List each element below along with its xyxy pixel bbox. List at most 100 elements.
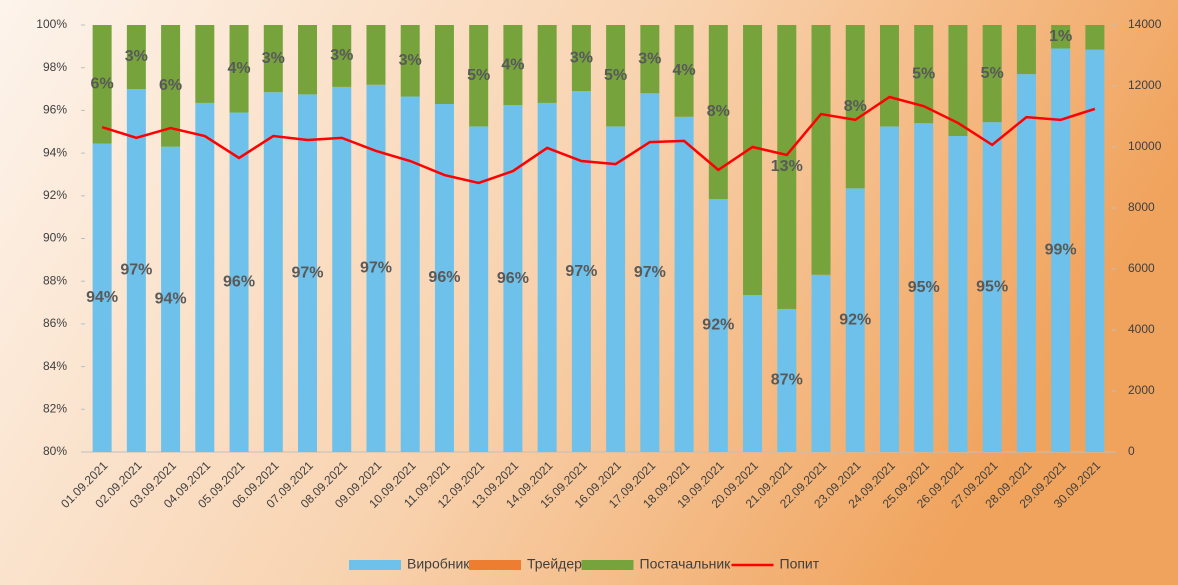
bar-segment xyxy=(982,122,1002,452)
bar-segment xyxy=(708,199,728,452)
value-label: 97% xyxy=(565,263,597,280)
bar-segment xyxy=(161,146,181,452)
value-label: 8% xyxy=(707,103,730,120)
y2-tick-label: 4000 xyxy=(1128,322,1155,336)
value-label: 92% xyxy=(839,311,871,328)
legend-label: Попит xyxy=(780,556,820,572)
y-tick-label: 96% xyxy=(43,103,67,117)
value-label: 4% xyxy=(501,56,524,73)
value-label: 4% xyxy=(673,62,696,79)
y-tick-label: 94% xyxy=(43,145,67,159)
bar-segment xyxy=(332,25,352,87)
value-label: 6% xyxy=(91,75,114,92)
bar-segment xyxy=(400,96,420,453)
bar-segment xyxy=(263,92,283,452)
bar-segment xyxy=(1051,48,1071,453)
bar-segment xyxy=(914,123,934,453)
y2-tick-label: 6000 xyxy=(1128,261,1155,275)
bar-segment xyxy=(229,25,249,113)
y-tick-label: 82% xyxy=(43,401,67,415)
bar-segment xyxy=(332,86,352,452)
bar-segment xyxy=(640,93,660,452)
bar-segment xyxy=(1085,25,1105,50)
legend-label: Виробник xyxy=(407,556,470,572)
line-series xyxy=(101,95,1096,185)
value-label: 92% xyxy=(702,317,734,334)
bar-segment xyxy=(982,25,1002,123)
bar-segment xyxy=(640,25,660,94)
y2-tick-label: 2000 xyxy=(1128,383,1155,397)
bar-segment xyxy=(674,116,694,453)
bar-segment xyxy=(606,25,626,127)
bar-segment xyxy=(777,25,797,309)
bar-segment xyxy=(674,25,694,117)
value-label: 3% xyxy=(330,47,353,64)
y-tick-label: 100% xyxy=(36,17,67,31)
bar-segment xyxy=(1016,25,1036,75)
bar-segment xyxy=(92,143,112,452)
bar-segment xyxy=(126,25,146,90)
bar-segment xyxy=(366,25,386,85)
bar-segment xyxy=(571,91,591,452)
bar-segment xyxy=(606,126,626,452)
bar-segment xyxy=(263,25,283,93)
bar-segment xyxy=(469,126,489,452)
value-label: 1% xyxy=(1049,28,1072,45)
value-label: 5% xyxy=(467,67,490,84)
value-label: 3% xyxy=(125,48,148,65)
bar-segment xyxy=(948,136,968,452)
value-label: 87% xyxy=(771,372,803,389)
y-tick-label: 84% xyxy=(43,359,67,373)
legend-swatch xyxy=(469,560,521,570)
legend-label: Постачальник xyxy=(640,556,732,572)
y-tick-label: 92% xyxy=(43,188,67,202)
bar-segment xyxy=(503,105,523,452)
value-label: 94% xyxy=(155,291,187,308)
bar-segment xyxy=(743,295,763,452)
y2-tick-label: 0 xyxy=(1128,444,1135,458)
y-tick-label: 80% xyxy=(43,444,67,458)
bar-segment xyxy=(1051,25,1071,49)
bar-segment xyxy=(571,25,591,92)
bar-segment xyxy=(161,25,181,147)
bar-segment xyxy=(126,89,146,453)
bar-segment xyxy=(434,103,454,453)
value-label: 3% xyxy=(262,50,285,67)
value-label: 5% xyxy=(912,65,935,82)
bar-segment xyxy=(811,25,831,275)
bar-segment xyxy=(743,25,763,296)
legend-swatch xyxy=(349,560,401,570)
bar-segment xyxy=(195,102,215,453)
y-tick-label: 86% xyxy=(43,316,67,330)
y-tick-label: 88% xyxy=(43,273,67,287)
bar-segment xyxy=(708,25,728,200)
value-label: 97% xyxy=(634,264,666,281)
y-tick-label: 98% xyxy=(43,60,67,74)
bar-segment xyxy=(503,25,523,106)
legend-label: Трейдер xyxy=(527,556,582,572)
bar-segment xyxy=(811,274,831,452)
bar-segment xyxy=(366,84,386,452)
value-label: 95% xyxy=(908,279,940,296)
value-label: 97% xyxy=(360,260,392,277)
value-label: 8% xyxy=(844,98,867,115)
value-label: 3% xyxy=(399,52,422,69)
bar-segment xyxy=(879,126,899,452)
value-label: 6% xyxy=(159,77,182,94)
bar-segment xyxy=(469,25,489,127)
bar-segment xyxy=(92,25,112,144)
y2-tick-label: 10000 xyxy=(1128,139,1162,153)
value-label: 3% xyxy=(570,49,593,66)
value-label: 94% xyxy=(86,289,118,306)
value-label: 96% xyxy=(428,269,460,286)
bar-segment xyxy=(298,94,318,452)
bar-segment xyxy=(298,25,318,95)
value-label: 96% xyxy=(497,270,529,287)
y-tick-label: 90% xyxy=(43,231,67,245)
bar-segment xyxy=(400,25,420,97)
bar-segment xyxy=(948,25,968,137)
value-label: 99% xyxy=(1045,241,1077,258)
value-label: 4% xyxy=(227,60,250,77)
value-label: 97% xyxy=(120,262,152,279)
